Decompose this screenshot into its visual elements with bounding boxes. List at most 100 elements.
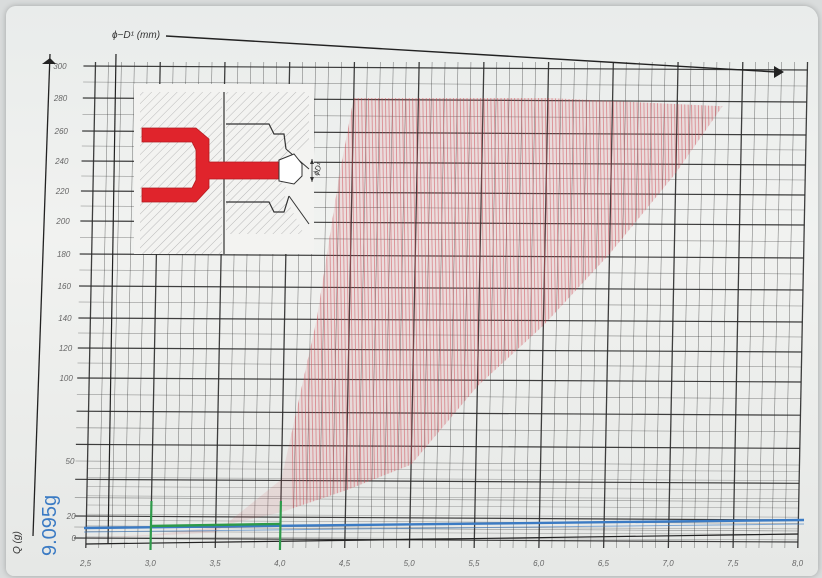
- grid-line-vertical: [525, 61, 536, 549]
- y-tick-label: 140: [58, 314, 72, 323]
- x-tick-label: 7,0: [663, 559, 675, 568]
- region-hatch-line: [367, 98, 377, 538]
- y-axis-title: Q (g): [12, 531, 23, 554]
- x-tick-label: 5,5: [468, 559, 480, 568]
- grid-line-horizontal: [76, 410, 801, 416]
- region-hatch-line: [397, 98, 407, 538]
- grid-line-horizontal: [77, 347, 802, 353]
- y-tick-label: 300: [53, 62, 67, 71]
- grid-line-horizontal: [75, 443, 800, 449]
- grid-line-vertical: [732, 61, 744, 549]
- y-tick-label: 50: [66, 457, 75, 466]
- grid-line-horizontal: [83, 81, 808, 87]
- grid-line-horizontal-minor: [86, 513, 799, 518]
- chart-grid: [73, 61, 809, 549]
- grid-line-horizontal: [79, 253, 804, 259]
- x-tick-label: 8,0: [792, 559, 804, 568]
- x-axis-line: [85, 533, 799, 545]
- grid-line-horizontal: [73, 537, 799, 543]
- y-tick-label: 240: [54, 157, 69, 166]
- region-hatch-line: [363, 98, 373, 538]
- grid-line-vertical: [745, 61, 757, 549]
- y-axis-line: [107, 53, 117, 545]
- x-tick-label: 3,0: [145, 559, 157, 568]
- chart-page: 2,5 3,0 3,5 4,0 4,5 5,0 5,5 6,0 6,5 7,0 7,5 8,0 0 20 5…: [6, 6, 818, 576]
- nozzle-cross-section-diagram: ϕD¹: [134, 84, 324, 254]
- grid-line-vertical: [98, 61, 109, 549]
- y-axis-arrow-line: [32, 53, 51, 537]
- grid-line-vertical: [693, 61, 705, 549]
- grid-line-horizontal-minor: [86, 531, 799, 535]
- x-tick-label: 7,5: [727, 559, 739, 568]
- y-tick-label: 200: [55, 217, 70, 226]
- y-axis-arrowhead: [42, 58, 56, 64]
- y-tick-label: 180: [57, 250, 71, 259]
- grid-line-vertical: [344, 61, 356, 549]
- grid-line-vertical: [797, 61, 809, 549]
- highlight-vline: [278, 500, 283, 551]
- region-hatch-line: [350, 98, 360, 538]
- x-tick-label: 4,5: [339, 559, 351, 568]
- highlight-hline: [83, 518, 805, 530]
- grid-line-horizontal: [75, 460, 800, 466]
- grid-line-horizontal: [83, 65, 808, 71]
- grid-line-horizontal-minor: [86, 504, 799, 509]
- region-hatch-line: [401, 98, 411, 538]
- grid-line-horizontal: [79, 285, 804, 291]
- nozzle-chart: 2,5 3,0 3,5 4,0 4,5 5,0 5,5 6,0 6,5 7,0 7,5 8,0 0 20 5…: [12, 30, 809, 568]
- region-hatch-line: [370, 98, 380, 538]
- region-hatch-line: [346, 98, 356, 538]
- x-axis-arrow-line: [165, 35, 777, 73]
- grid-line-vertical: [124, 61, 135, 549]
- grid-line-horizontal-minor: [86, 495, 799, 500]
- region-hatch-line: [373, 98, 383, 538]
- weight-annotation: 9.095g: [39, 495, 61, 556]
- grid-line-vertical: [318, 61, 329, 549]
- region-hatch-line: [356, 98, 366, 538]
- x-tick-label: 2,5: [79, 559, 92, 568]
- y-tick-label: 100: [59, 374, 73, 383]
- grid-line-vertical: [771, 61, 782, 549]
- y-tick-label: 260: [54, 127, 69, 136]
- region-hatch-line: [353, 98, 363, 538]
- y-tick-label: 280: [53, 94, 68, 103]
- grid-line-vertical: [758, 61, 769, 549]
- grid-line-vertical: [538, 61, 550, 549]
- highlight-hline-shadow: [83, 523, 805, 533]
- grid-line-vertical: [85, 61, 97, 549]
- y-tick-label: 20: [66, 512, 76, 521]
- grid-line-vertical: [667, 61, 679, 549]
- inset-label: ϕD¹: [311, 161, 324, 177]
- x-tick-label: 3,5: [209, 559, 221, 568]
- chart-axes: [85, 53, 799, 545]
- region-hatch-line: [377, 98, 387, 538]
- x-axis-arrowhead: [774, 66, 784, 78]
- grid-line-vertical: [111, 61, 122, 549]
- region-hatch-line: [380, 98, 390, 538]
- chart-annotations: [83, 500, 805, 551]
- y-tick-label: 120: [59, 344, 73, 353]
- grid-line-vertical: [473, 61, 485, 549]
- highlight-segment: [150, 522, 281, 528]
- region-hatch-line: [360, 98, 370, 538]
- grid-line-horizontal: [76, 394, 801, 399]
- grid-line-horizontal: [74, 497, 799, 502]
- grid-line-horizontal: [79, 269, 804, 275]
- grid-line-horizontal-minor: [87, 477, 800, 481]
- grid-line-horizontal-minor: [87, 468, 800, 472]
- x-tick-label: 4,0: [274, 559, 286, 568]
- grid-line-horizontal: [74, 515, 799, 521]
- x-axis-title: ϕ−D¹ (mm): [112, 30, 160, 41]
- region-hatch-line: [394, 98, 404, 538]
- region-hatch-line: [404, 98, 414, 538]
- grid-line-vertical: [460, 61, 472, 549]
- y-tick-label: 0: [72, 534, 77, 543]
- y-tick-label: 220: [55, 187, 70, 196]
- x-tick-label: 5,0: [404, 559, 416, 568]
- grid-line-horizontal: [78, 301, 803, 307]
- grid-line-vertical: [706, 61, 718, 549]
- grid-line-vertical: [784, 61, 795, 549]
- grid-line-vertical: [408, 61, 420, 549]
- grid-line-horizontal-minor: [86, 520, 799, 524]
- x-tick-label: 6,5: [598, 559, 610, 568]
